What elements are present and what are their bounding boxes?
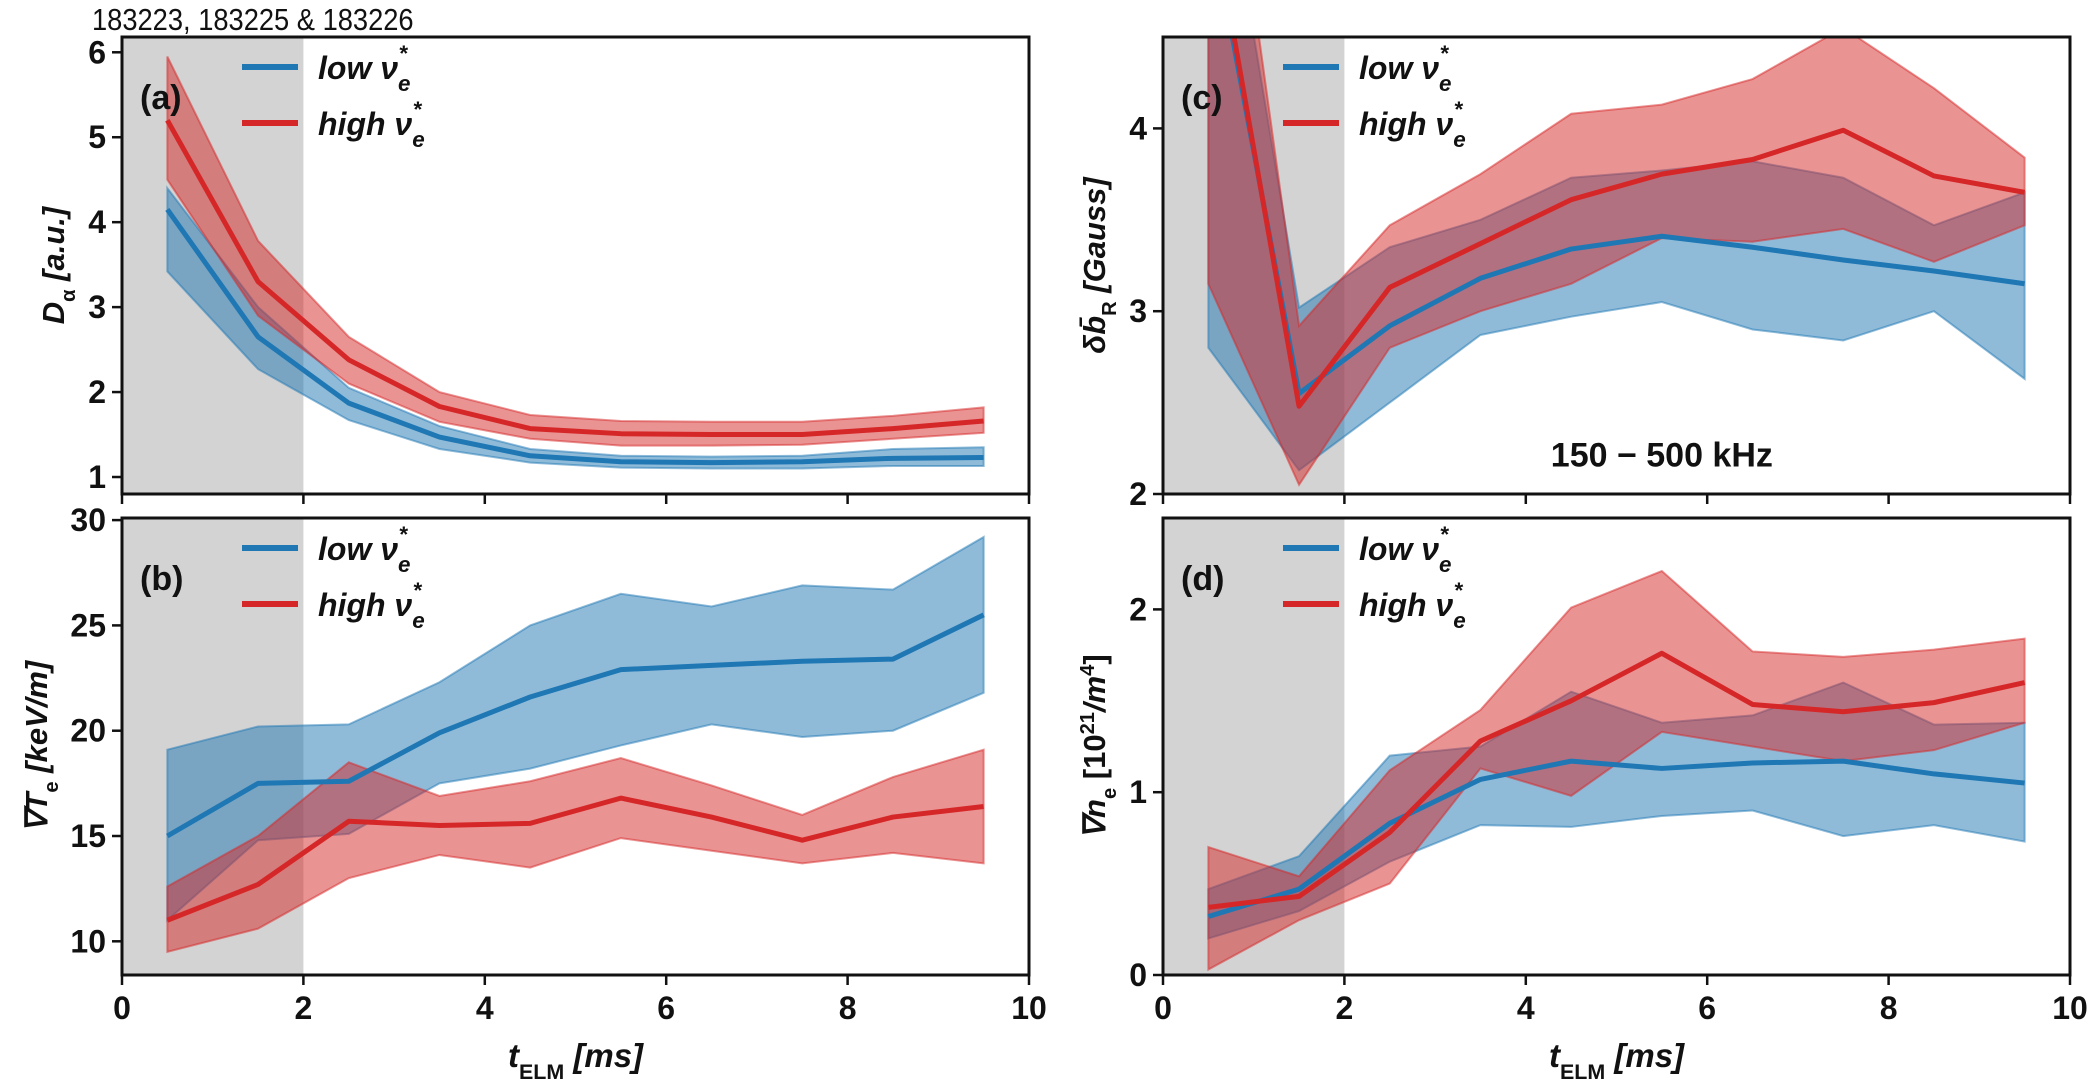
x-tick-label: 2 xyxy=(1336,990,1354,1026)
y-tick-label: 5 xyxy=(88,119,106,155)
y-tick-label: 2 xyxy=(88,374,106,410)
y-tick-label: 1 xyxy=(88,459,106,495)
x-tick-label: 6 xyxy=(1698,990,1716,1026)
y-tick-label: 1 xyxy=(1129,774,1147,810)
series-line-low xyxy=(1207,758,2025,919)
panel-c: 2 3 4δb̄R [Gauss] (c) low νe*high νe* 150 − 5… xyxy=(1077,35,2072,512)
figure-title: 183223, 183225 & 183226 xyxy=(92,2,414,37)
panel-a: 1 2 3 4 5 6 Dα [a.u.] (a) low νe*high νe* xyxy=(36,34,1031,504)
y-tick-label: 0 xyxy=(1129,957,1147,993)
axes-frame xyxy=(1161,516,2072,977)
x-tick-label: 4 xyxy=(476,990,494,1026)
x-tick-label: 8 xyxy=(839,990,857,1026)
legend-label-low: low νe* xyxy=(1359,41,1451,96)
panel-label: (b) xyxy=(140,560,183,598)
y-tick-label: 2 xyxy=(1129,591,1147,627)
x-tick-label: 10 xyxy=(2052,990,2088,1026)
x-tick-label: 6 xyxy=(657,990,675,1026)
y-tick-label: 4 xyxy=(1129,110,1147,146)
legend-label-low: low νe* xyxy=(1359,522,1451,577)
panel-label: (a) xyxy=(140,79,182,117)
series-line-low xyxy=(166,612,985,839)
error-band-high xyxy=(166,748,985,954)
y-tick-label: 6 xyxy=(88,34,106,70)
x-axis-label: tELM [ms] xyxy=(508,1037,644,1081)
error-band-high xyxy=(1207,569,2026,972)
y-axis-label: Dα [a.u.] xyxy=(36,205,80,324)
series-line-high xyxy=(1208,650,2026,910)
series-line-low xyxy=(165,207,984,466)
x-tick-label: 10 xyxy=(1011,990,1047,1026)
series-line-high xyxy=(1231,37,2026,409)
legend-label-high: high νe* xyxy=(318,97,425,152)
plot-area xyxy=(122,37,985,494)
y-axis-label: δb̄R [Gauss] xyxy=(1077,176,1121,354)
x-tick-label: 0 xyxy=(1154,990,1172,1026)
x-tick-label: 2 xyxy=(295,990,313,1026)
y-tick-label: 20 xyxy=(70,713,106,749)
axes-frame xyxy=(1161,35,2072,496)
error-band-high xyxy=(166,56,985,447)
frequency-annotation: 150 − 500 kHz xyxy=(1551,437,1773,475)
legend-label-low: low νe* xyxy=(318,41,410,96)
axes-frame xyxy=(120,35,1031,496)
series-line-high xyxy=(165,119,984,438)
y-axis-label: ∇Te [keV/m] xyxy=(19,659,63,832)
legend-label-low: low νe* xyxy=(318,522,410,577)
y-tick-label: 10 xyxy=(70,923,106,959)
error-band-high xyxy=(1207,37,2026,487)
panel-b: 0 2 4 6 8 10 10 15 20 25 30 ∇Te [keV/m] tELM [ms] (b)… xyxy=(19,502,1047,1081)
axes-frame xyxy=(120,516,1031,977)
y-tick-label: 3 xyxy=(1129,293,1147,329)
x-tick-label: 8 xyxy=(1880,990,1898,1026)
y-tick-label: 3 xyxy=(88,289,106,325)
x-axis-label: tELM [ms] xyxy=(1549,1037,1685,1081)
y-tick-label: 15 xyxy=(70,818,106,854)
y-axis-label: ∇ne [1021/m4] xyxy=(1077,654,1121,838)
y-tick-label: 2 xyxy=(1129,476,1147,512)
y-tick-label: 30 xyxy=(70,502,106,538)
y-tick-label: 4 xyxy=(88,204,106,240)
error-band-low xyxy=(166,185,985,470)
panel-label: (c) xyxy=(1181,79,1223,117)
legend-label-high: high νe* xyxy=(318,578,425,633)
plot-area xyxy=(122,518,985,975)
y-tick-label: 25 xyxy=(70,607,106,643)
panel-label: (d) xyxy=(1181,560,1224,598)
series-line-high xyxy=(166,795,984,923)
legend-label-high: high νe* xyxy=(1359,578,1466,633)
plot-area xyxy=(1163,37,2026,494)
series-line-low xyxy=(1229,37,2025,396)
plot-area xyxy=(1163,518,2026,975)
x-tick-label: 0 xyxy=(113,990,131,1026)
x-tick-label: 4 xyxy=(1517,990,1535,1026)
legend-label-high: high νe* xyxy=(1359,97,1466,152)
